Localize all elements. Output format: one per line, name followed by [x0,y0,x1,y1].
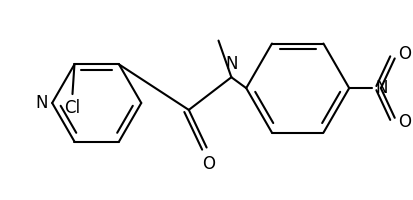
Text: N: N [36,94,48,112]
Text: N: N [375,79,387,97]
Text: Cl: Cl [64,99,81,117]
Text: O: O [202,155,215,173]
Text: N: N [225,55,237,73]
Text: O: O [398,113,411,131]
Text: O: O [398,45,411,63]
